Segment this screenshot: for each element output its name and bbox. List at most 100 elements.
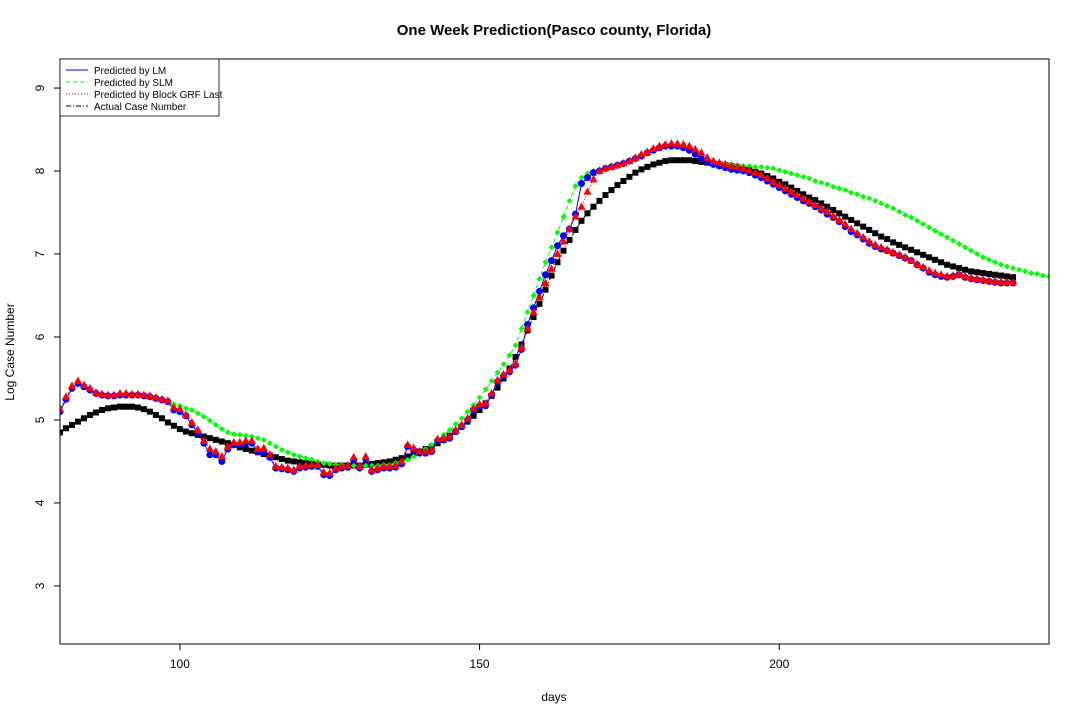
data-point bbox=[74, 418, 81, 425]
data-point bbox=[661, 139, 670, 148]
data-point bbox=[85, 383, 94, 392]
data-point bbox=[584, 210, 591, 217]
data-point bbox=[980, 254, 987, 261]
data-point bbox=[128, 403, 135, 410]
data-point bbox=[577, 179, 585, 187]
data-point bbox=[535, 292, 544, 301]
data-point bbox=[920, 221, 927, 228]
data-point bbox=[481, 398, 490, 407]
data-point bbox=[560, 213, 567, 220]
data-point bbox=[806, 175, 813, 182]
data-point bbox=[235, 437, 244, 446]
data-point bbox=[571, 212, 580, 220]
data-point bbox=[505, 365, 514, 374]
data-point bbox=[871, 240, 880, 248]
data-point bbox=[463, 413, 472, 422]
axes-layer: 100 150 200 3 4 5 6 7 8 9 bbox=[33, 84, 790, 671]
data-point bbox=[206, 435, 213, 442]
data-point bbox=[836, 185, 843, 192]
data-point bbox=[385, 461, 394, 470]
data-point bbox=[325, 468, 334, 477]
data-point bbox=[188, 430, 195, 437]
data-point bbox=[139, 390, 148, 399]
data-point bbox=[308, 456, 315, 463]
data-point bbox=[145, 391, 154, 399]
data-point bbox=[319, 467, 328, 476]
data-point bbox=[158, 415, 165, 422]
data-point bbox=[572, 226, 579, 233]
data-point bbox=[541, 278, 550, 287]
y-tick-label: 7 bbox=[33, 250, 47, 257]
data-point bbox=[956, 241, 963, 248]
data-point bbox=[211, 446, 220, 455]
data-point bbox=[373, 463, 382, 472]
data-point bbox=[655, 141, 664, 150]
data-point bbox=[187, 417, 196, 426]
data-point bbox=[866, 195, 873, 202]
data-point bbox=[692, 158, 699, 165]
data-point bbox=[61, 392, 70, 400]
data-point bbox=[992, 259, 999, 266]
data-point bbox=[247, 436, 256, 444]
data-point bbox=[673, 139, 682, 147]
data-point bbox=[872, 230, 879, 237]
data-point bbox=[649, 144, 658, 152]
data-point bbox=[193, 425, 202, 433]
data-point bbox=[841, 219, 850, 228]
data-point bbox=[650, 161, 657, 168]
data-point bbox=[733, 162, 742, 170]
data-point bbox=[188, 407, 195, 413]
series-line bbox=[60, 145, 1049, 467]
data-point bbox=[146, 408, 153, 415]
data-point bbox=[302, 455, 309, 462]
data-point bbox=[326, 460, 333, 467]
data-point bbox=[241, 436, 250, 444]
data-point bbox=[379, 461, 388, 470]
data-point bbox=[206, 417, 213, 424]
data-point bbox=[986, 256, 993, 263]
data-point bbox=[361, 451, 370, 460]
data-point bbox=[896, 241, 903, 248]
data-point bbox=[134, 404, 141, 411]
data-point bbox=[884, 236, 891, 243]
data-point bbox=[212, 421, 219, 428]
data-point bbox=[812, 197, 819, 204]
data-point bbox=[511, 359, 520, 367]
data-point bbox=[913, 259, 922, 267]
x-tick-label: 100 bbox=[170, 657, 190, 671]
data-point bbox=[446, 426, 453, 433]
data-point bbox=[596, 197, 603, 204]
data-point bbox=[967, 273, 976, 282]
data-point bbox=[62, 425, 69, 432]
data-point bbox=[194, 410, 201, 417]
data-point bbox=[902, 244, 909, 251]
data-point bbox=[1009, 277, 1018, 286]
data-point bbox=[817, 203, 826, 212]
data-point bbox=[476, 407, 483, 413]
data-point bbox=[758, 163, 765, 170]
data-point bbox=[770, 165, 777, 172]
data-point bbox=[950, 263, 957, 270]
data-point bbox=[320, 460, 327, 467]
data-point bbox=[331, 463, 340, 472]
data-point bbox=[614, 182, 621, 189]
data-point bbox=[512, 353, 519, 360]
data-point bbox=[284, 449, 291, 456]
data-point bbox=[404, 453, 411, 460]
data-point bbox=[943, 271, 952, 280]
data-point bbox=[794, 172, 801, 179]
data-point bbox=[907, 256, 916, 264]
data-point bbox=[433, 434, 442, 443]
data-point bbox=[697, 155, 705, 163]
data-point bbox=[284, 457, 291, 464]
data-point bbox=[775, 180, 784, 189]
data-point bbox=[151, 393, 160, 401]
data-point bbox=[884, 202, 891, 209]
data-point bbox=[476, 394, 483, 401]
data-point bbox=[355, 461, 364, 470]
data-point bbox=[68, 421, 75, 428]
data-point bbox=[163, 396, 172, 404]
legend-label-actual: Actual Case Number bbox=[94, 102, 187, 113]
data-point bbox=[914, 217, 921, 224]
data-point bbox=[109, 390, 118, 399]
